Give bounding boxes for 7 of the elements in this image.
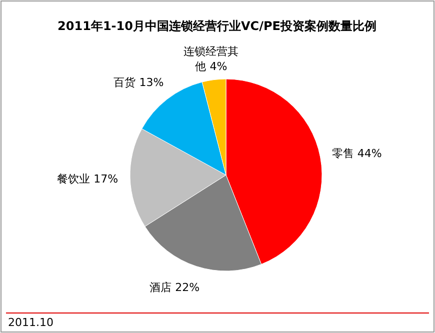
slice-label: 酒店 22% [150, 281, 200, 294]
slice-label: 零售 44% [332, 146, 382, 160]
text: 2011.10 [8, 316, 54, 329]
slice-label: 餐饮业 17% [57, 172, 118, 186]
slice-label: 连锁经营其他 4% [184, 44, 239, 73]
slice-label: 百货 13% [114, 76, 164, 89]
chart-title: 2011年1-10月中国连锁经营行业VC/PE投资案例数量比例 [58, 19, 376, 33]
